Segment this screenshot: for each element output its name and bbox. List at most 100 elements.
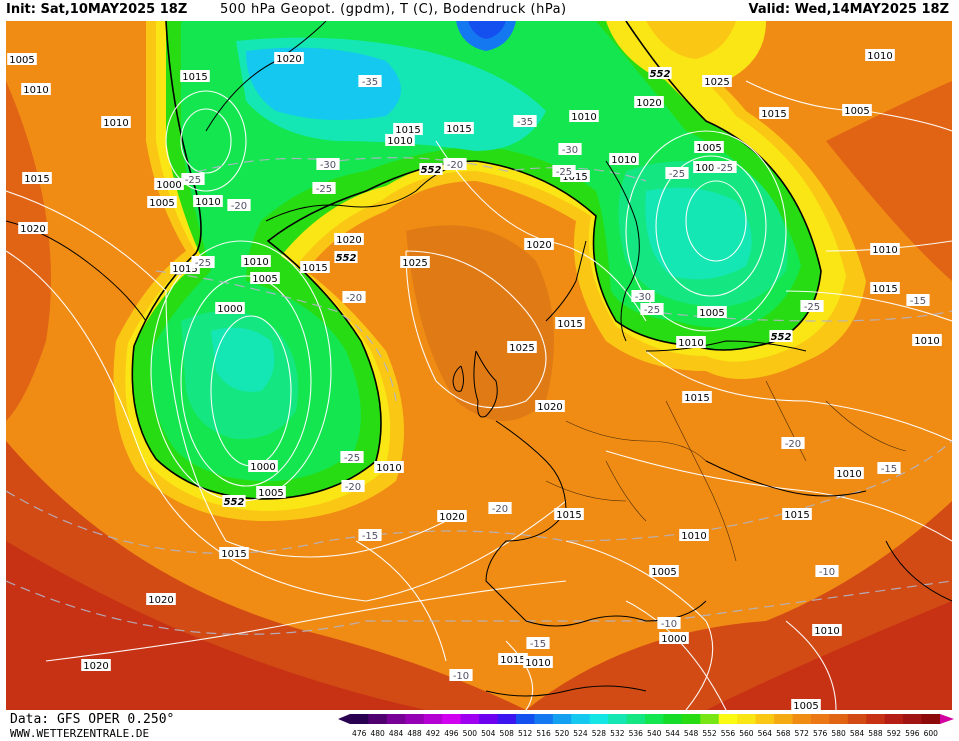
colorbar-swatch	[552, 714, 572, 724]
geopotential-labels: 552 552 552 552 552	[222, 67, 793, 508]
pressure-label-text: 1015	[446, 124, 471, 135]
pressure-label: 1010	[676, 336, 706, 349]
temperature-label: -30	[558, 143, 582, 156]
pressure-label-text: 1025	[402, 258, 427, 269]
temperature-label-text: -20	[231, 201, 247, 212]
pressure-label: 1010	[569, 110, 599, 123]
temperature-label: -10	[657, 617, 681, 630]
pressure-label-text: 1010	[681, 531, 706, 542]
pressure-label: 1015	[782, 508, 812, 521]
pressure-label-text: 1015	[172, 264, 197, 275]
colorbar-tick-label: 528	[592, 729, 607, 738]
colorbar-left-arrow	[338, 714, 350, 724]
temperature-label-text: -10	[453, 671, 469, 682]
pressure-label-text: 1010	[814, 626, 839, 637]
pressure-label: 1010	[912, 334, 942, 347]
geopotential-label-text: 552	[336, 253, 357, 264]
pressure-label: 1005	[147, 196, 177, 209]
geopotential-label-text: 552	[224, 497, 245, 508]
pressure-label: 1015	[554, 508, 584, 521]
map-title: 500 hPa Geopot. (gpdm), T (C), Bodendruc…	[220, 2, 567, 17]
pressure-label: 1015	[498, 653, 528, 666]
temperature-label-text: -15	[881, 464, 897, 475]
colorbar-swatch	[681, 714, 701, 724]
temperature-label-text: -25	[669, 169, 685, 180]
pressure-label: 1005	[250, 272, 280, 285]
warm-east	[826, 81, 952, 281]
temperature-label-text: -25	[185, 175, 201, 186]
pressure-label: 1015	[300, 261, 330, 274]
colorbar-swatch	[350, 714, 369, 724]
temperature-label-text: -30	[320, 160, 336, 171]
temperature-label: -20	[781, 437, 805, 450]
colorbar-tick-label: 484	[389, 729, 404, 738]
pressure-label: 1020	[274, 52, 304, 65]
colorbar-swatch	[774, 714, 793, 724]
temperature-label: -15	[526, 637, 550, 650]
country-borders	[545, 380, 907, 562]
pressure-label-text: 1015	[302, 263, 327, 274]
colorbar-swatch	[737, 714, 757, 724]
colorbar-swatch	[718, 714, 738, 724]
isotherms	[6, 157, 952, 635]
temperature-label-text: -15	[910, 296, 926, 307]
pressure-label: 1005	[7, 53, 37, 66]
pressure-label-text: 1010	[195, 197, 220, 208]
temperature-label: -25	[340, 451, 364, 464]
pressure-label: 1005	[791, 699, 821, 710]
colorbar-swatch	[608, 714, 628, 724]
pressure-label-text: 1015	[761, 109, 786, 120]
temperature-label: -20	[342, 291, 366, 304]
pressure-label-text: 1005	[696, 143, 721, 154]
pressure-label-text: 1015	[395, 125, 420, 136]
temperature-label-text: -25	[195, 258, 211, 269]
colorbar-tick-label: 564	[758, 729, 773, 738]
geopotential-label: 552	[222, 495, 246, 508]
temperature-label: -20	[488, 502, 512, 515]
pressure-label: 1020	[524, 238, 554, 251]
colorbar-tick-label: 540	[647, 729, 662, 738]
colorbar-swatch	[921, 714, 941, 724]
pressure-label: 1010	[21, 83, 51, 96]
pressure-label-text: 1020	[83, 661, 108, 672]
colorbar-swatch	[663, 714, 683, 724]
blue-core-deep	[468, 21, 506, 39]
geopotential-label: 552	[334, 251, 358, 264]
forecast-map: 1005 1010 1010 1015 1020 1015 1000 1005 1010 1020…	[6, 21, 952, 710]
pressure-label: 1015	[22, 172, 52, 185]
orange-ridge-northeast	[646, 21, 736, 59]
temperature-label-text: -25	[717, 163, 733, 174]
pressure-label-text: 1010	[103, 118, 128, 129]
pressure-label-text: 1005	[699, 308, 724, 319]
temperature-label-text: -20	[492, 504, 508, 515]
colorbar-swatch	[497, 714, 517, 724]
pressure-label: 1010	[679, 529, 709, 542]
geopotential-label-text: 552	[771, 332, 792, 343]
pressure-label-text: 1000	[156, 180, 181, 191]
pressure-label: 1015	[393, 123, 423, 136]
ridge-orange-center	[406, 225, 554, 421]
pressure-label-text: 1020	[336, 235, 361, 246]
colorbar-tick-label: 588	[868, 729, 883, 738]
pressure-label: 1020	[634, 96, 664, 109]
colorbar-tick-label: 556	[721, 729, 736, 738]
pressure-label: 1020	[437, 510, 467, 523]
colorbar-tick-label: 480	[370, 729, 385, 738]
pressure-label-text: 1010	[872, 245, 897, 256]
pressure-label: 1015	[682, 391, 712, 404]
temperature-label-text: -20	[346, 293, 362, 304]
temperature-label: -25	[191, 256, 215, 269]
colorbar-tick-label: 496	[444, 729, 459, 738]
colorbar-swatch	[884, 714, 904, 724]
pressure-label-text: 1020	[20, 224, 45, 235]
colorbar-swatch	[571, 714, 591, 724]
pressure-label-text: 1015	[562, 172, 587, 183]
temperature-label: -25	[181, 173, 205, 186]
temperature-label-text: -25	[556, 167, 572, 178]
pressure-label: 1010	[870, 243, 900, 256]
pressure-label: 1010	[865, 49, 895, 62]
colorbar-tick-label: 508	[500, 729, 515, 738]
colorbar-tick-label: 572	[795, 729, 810, 738]
temperature-label-text: -10	[819, 567, 835, 578]
colorbar-tick-label: 584	[850, 729, 865, 738]
